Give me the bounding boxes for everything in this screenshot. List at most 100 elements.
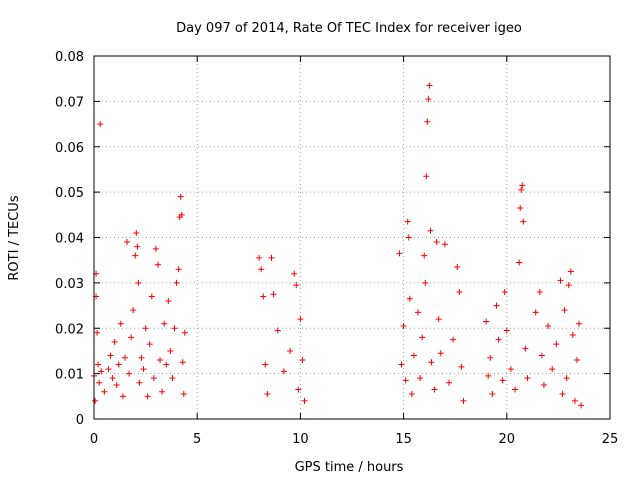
data-point xyxy=(146,341,153,348)
data-point xyxy=(426,82,433,89)
y-tick-label: 0.08 xyxy=(55,50,84,65)
y-tick-label: 0.06 xyxy=(55,141,84,156)
x-tick-label: 15 xyxy=(395,432,412,447)
y-tick-label: 0.05 xyxy=(55,186,84,201)
data-point xyxy=(454,263,461,270)
data-point xyxy=(135,279,142,286)
data-point xyxy=(101,388,108,395)
data-point xyxy=(133,229,140,236)
y-tick-label: 0.07 xyxy=(55,95,84,110)
data-point xyxy=(402,377,409,384)
data-point xyxy=(142,325,149,332)
data-point xyxy=(563,375,570,382)
data-point xyxy=(576,320,583,327)
data-point xyxy=(136,379,143,386)
data-point xyxy=(94,329,101,336)
data-point xyxy=(260,293,267,300)
data-point xyxy=(483,318,490,325)
data-point xyxy=(163,361,170,368)
data-points xyxy=(91,82,585,409)
data-point xyxy=(161,320,168,327)
data-point xyxy=(140,366,147,373)
data-point xyxy=(96,379,103,386)
data-point xyxy=(107,352,114,359)
data-point xyxy=(119,393,126,400)
data-point xyxy=(545,322,552,329)
data-point xyxy=(262,361,269,368)
y-tick-label: 0.04 xyxy=(55,232,84,247)
x-tick-label: 10 xyxy=(292,432,309,447)
data-point xyxy=(424,118,431,125)
data-point xyxy=(299,357,306,364)
data-point xyxy=(522,345,529,352)
data-point xyxy=(428,359,435,366)
data-point xyxy=(565,282,572,289)
data-point xyxy=(148,293,155,300)
data-point xyxy=(179,359,186,366)
data-point xyxy=(487,354,494,361)
data-point xyxy=(115,361,122,368)
data-point xyxy=(507,366,514,373)
data-point xyxy=(95,361,102,368)
data-point xyxy=(571,397,578,404)
data-point xyxy=(144,393,151,400)
data-point xyxy=(105,366,112,373)
data-point xyxy=(97,121,104,128)
data-point xyxy=(559,391,566,398)
data-point xyxy=(495,336,502,343)
data-point xyxy=(134,243,141,250)
data-point xyxy=(152,245,159,252)
data-point xyxy=(417,375,424,382)
data-point xyxy=(503,327,510,334)
gridlines xyxy=(94,56,610,419)
data-point xyxy=(126,370,133,377)
data-point xyxy=(98,368,105,375)
data-point xyxy=(458,363,465,370)
data-point xyxy=(404,218,411,225)
data-point xyxy=(512,386,519,393)
data-point xyxy=(117,320,124,327)
data-point xyxy=(178,211,185,218)
data-point xyxy=(573,357,580,364)
data-point xyxy=(549,366,556,373)
data-point xyxy=(113,381,120,388)
data-point xyxy=(517,205,524,212)
data-point xyxy=(450,336,457,343)
chart-title: Day 097 of 2014, Rate Of TEC Index for r… xyxy=(176,21,522,36)
data-point xyxy=(150,375,157,382)
data-point xyxy=(165,298,172,305)
data-point xyxy=(408,391,415,398)
data-point xyxy=(270,291,277,298)
data-point xyxy=(518,186,525,193)
data-point xyxy=(460,397,467,404)
data-point xyxy=(180,391,187,398)
data-point xyxy=(415,309,422,316)
data-point xyxy=(159,388,166,395)
data-point xyxy=(433,239,440,246)
data-point xyxy=(181,329,188,336)
data-point xyxy=(173,279,180,286)
data-point xyxy=(516,259,523,266)
data-point xyxy=(578,402,585,409)
data-point xyxy=(111,338,118,345)
data-point xyxy=(540,381,547,388)
data-point xyxy=(538,352,545,359)
axis-ticks: 0 5 10 15 20 25 0 0.01 0.02 0.03 0.04 0.05 0.06 0.07 0… xyxy=(55,50,618,447)
data-point xyxy=(446,379,453,386)
data-point xyxy=(274,327,281,334)
data-point xyxy=(297,316,304,323)
data-point xyxy=(128,334,135,341)
x-tick-label: 0 xyxy=(90,432,98,447)
data-point xyxy=(301,397,308,404)
data-point xyxy=(130,307,137,314)
data-point xyxy=(121,354,128,361)
data-point xyxy=(293,282,300,289)
data-point xyxy=(280,368,287,375)
data-point xyxy=(519,182,526,189)
data-point xyxy=(520,218,527,225)
data-point xyxy=(485,372,492,379)
data-point xyxy=(154,261,161,268)
data-point xyxy=(437,350,444,357)
plot-frame xyxy=(93,55,611,420)
